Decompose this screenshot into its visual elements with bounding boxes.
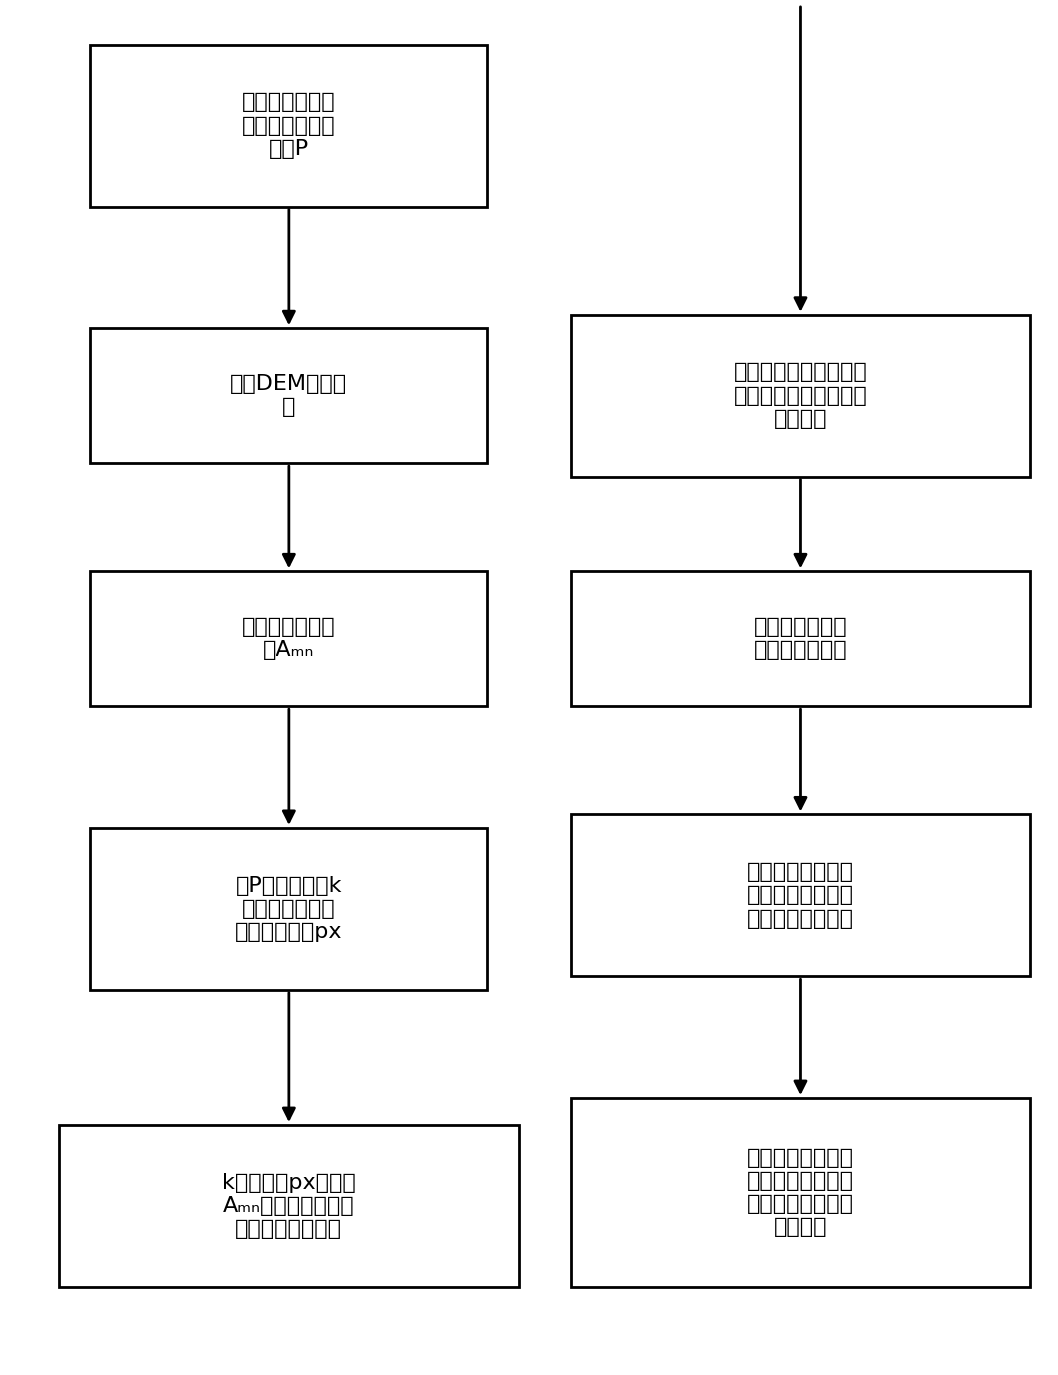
- FancyBboxPatch shape: [570, 315, 1030, 477]
- FancyBboxPatch shape: [570, 814, 1030, 976]
- Text: 将P根据需要分k
个等级确定各等
级坡度极限值px: 将P根据需要分k 个等级确定各等 级坡度极限值px: [235, 876, 343, 942]
- FancyBboxPatch shape: [59, 1125, 518, 1287]
- FancyBboxPatch shape: [91, 44, 488, 206]
- FancyBboxPatch shape: [91, 571, 488, 707]
- Text: 计算矢量图各个
元素点地理坐标: 计算矢量图各个 元素点地理坐标: [753, 617, 847, 660]
- Text: 计算坡度数据矩
阵Aₘₙ: 计算坡度数据矩 阵Aₘₙ: [242, 617, 335, 660]
- FancyBboxPatch shape: [570, 571, 1030, 707]
- Text: 对各个元素点地理
坐标进行投影转换
计算得到投影坐标: 对各个元素点地理 坐标进行投影转换 计算得到投影坐标: [747, 862, 854, 928]
- FancyBboxPatch shape: [91, 828, 488, 990]
- FancyBboxPatch shape: [91, 329, 488, 463]
- Text: 将投影坐标转换为
屏幕坐标，绘制得
到投影转换坡度分
析矢量图: 将投影坐标转换为 屏幕坐标，绘制得 到投影转换坡度分 析矢量图: [747, 1148, 854, 1238]
- Text: 提取DEM高程数
据: 提取DEM高程数 据: [231, 374, 347, 417]
- Text: 确定区域范围、
分辨率、极限坡
度值P: 确定区域范围、 分辨率、极限坡 度值P: [242, 92, 335, 158]
- Text: k个等级值px分别与
Aₘₙ进行比较并叠加
生成坡度要求矩阵: k个等级值px分别与 Aₘₙ进行比较并叠加 生成坡度要求矩阵: [222, 1173, 355, 1239]
- Text: 根据坡度要求矩阵中不
同值分配颜色填充，生
成矢量图: 根据坡度要求矩阵中不 同值分配颜色填充，生 成矢量图: [733, 363, 868, 429]
- FancyBboxPatch shape: [570, 1099, 1030, 1287]
